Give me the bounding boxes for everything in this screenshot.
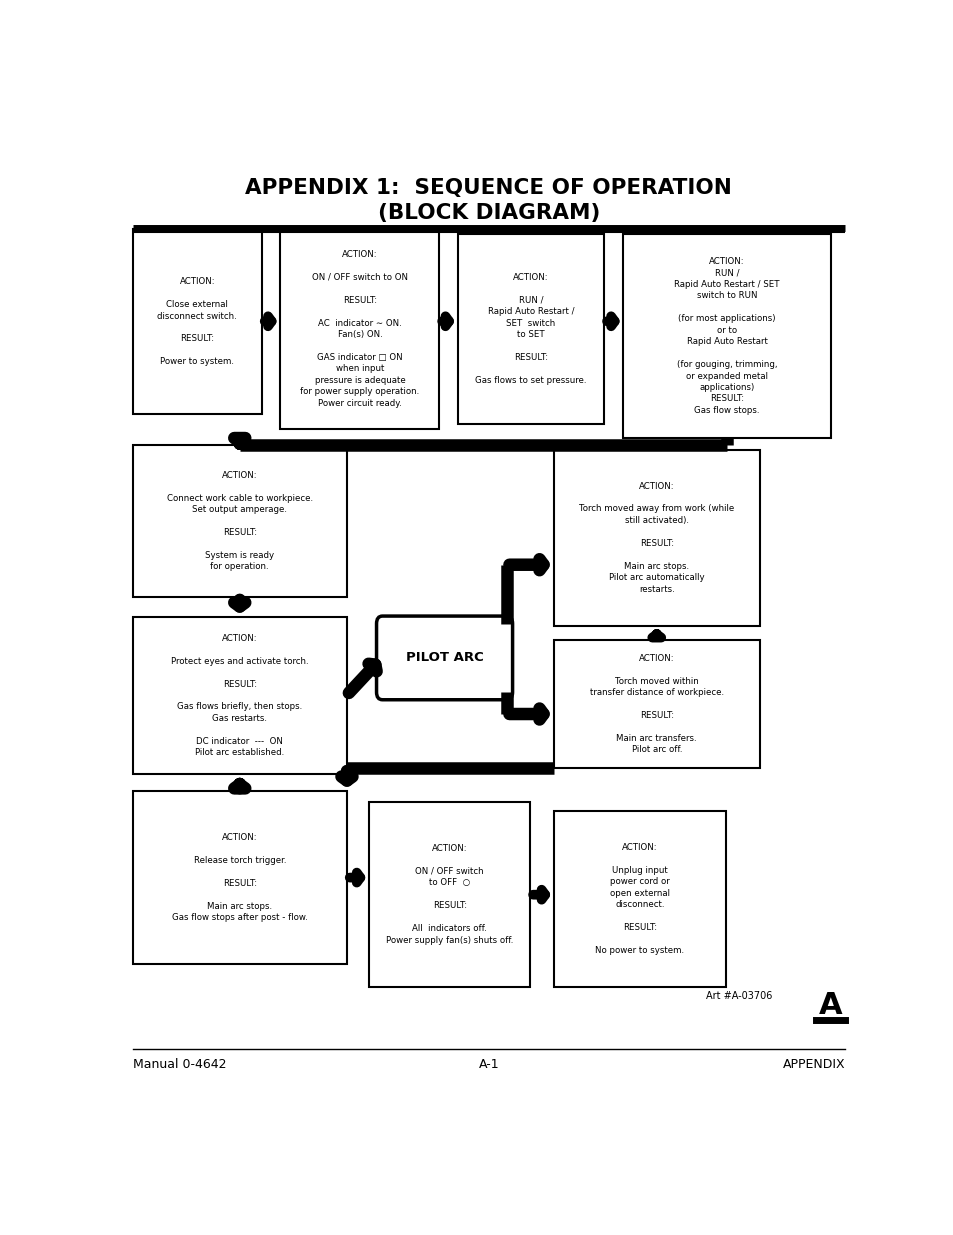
Bar: [369, 802, 530, 987]
Bar: [554, 811, 724, 987]
Bar: [132, 228, 262, 415]
Text: PILOT ARC: PILOT ARC: [405, 651, 483, 664]
Text: ACTION:

Release torch trigger.

RESULT:

Main arc stops.
Gas flow stops after p: ACTION: Release torch trigger. RESULT: M…: [172, 832, 307, 923]
Bar: [623, 233, 830, 438]
Bar: [132, 618, 347, 774]
Text: ACTION:

Close external
disconnect switch.

RESULT:

Power to system.: ACTION: Close external disconnect switch…: [157, 277, 237, 367]
Bar: [554, 640, 759, 768]
Text: APPENDIX: APPENDIX: [781, 1058, 844, 1072]
Text: ACTION:

ON / OFF switch to ON

RESULT:

AC  indicator ∼ ON.
Fan(s) ON.

GAS ind: ACTION: ON / OFF switch to ON RESULT: AC…: [300, 249, 419, 408]
Text: ACTION:

RUN /
Rapid Auto Restart /
SET  switch
to SET

RESULT:

Gas flows to se: ACTION: RUN / Rapid Auto Restart / SET s…: [475, 273, 586, 385]
Text: ACTION:

Protect eyes and activate torch.

RESULT:

Gas flows briefly, then stop: ACTION: Protect eyes and activate torch.…: [171, 634, 308, 757]
Text: (BLOCK DIAGRAM): (BLOCK DIAGRAM): [377, 203, 599, 222]
Bar: [457, 233, 603, 424]
Text: A: A: [818, 992, 841, 1020]
Text: ACTION:

Torch moved within
transfer distance of workpiece.

RESULT:

Main arc t: ACTION: Torch moved within transfer dist…: [589, 653, 723, 755]
Text: A-1: A-1: [478, 1058, 498, 1072]
Text: ACTION:

Torch moved away from work (while
still activated).

RESULT:

Main arc : ACTION: Torch moved away from work (whil…: [578, 482, 734, 594]
FancyBboxPatch shape: [376, 616, 512, 700]
Bar: [132, 792, 347, 965]
Text: Art #A-03706: Art #A-03706: [705, 992, 771, 1002]
Bar: [280, 228, 439, 429]
Text: ACTION:

ON / OFF switch
to OFF  ○

RESULT:

All  indicators off.
Power supply f: ACTION: ON / OFF switch to OFF ○ RESULT:…: [386, 844, 513, 945]
Bar: [554, 450, 759, 626]
Text: ACTION:
RUN /
Rapid Auto Restart / SET
switch to RUN

(for most applications)
or: ACTION: RUN / Rapid Auto Restart / SET s…: [674, 257, 779, 415]
Bar: [132, 445, 347, 597]
Text: Manual 0-4642: Manual 0-4642: [132, 1058, 226, 1072]
Text: ACTION:

Unplug input
power cord or
open external
disconnect.

RESULT:

No power: ACTION: Unplug input power cord or open …: [595, 844, 683, 955]
Text: APPENDIX 1:  SEQUENCE OF OPERATION: APPENDIX 1: SEQUENCE OF OPERATION: [245, 178, 732, 198]
Text: ACTION:

Connect work cable to workpiece.
Set output amperage.

RESULT:

System : ACTION: Connect work cable to workpiece.…: [167, 471, 313, 572]
